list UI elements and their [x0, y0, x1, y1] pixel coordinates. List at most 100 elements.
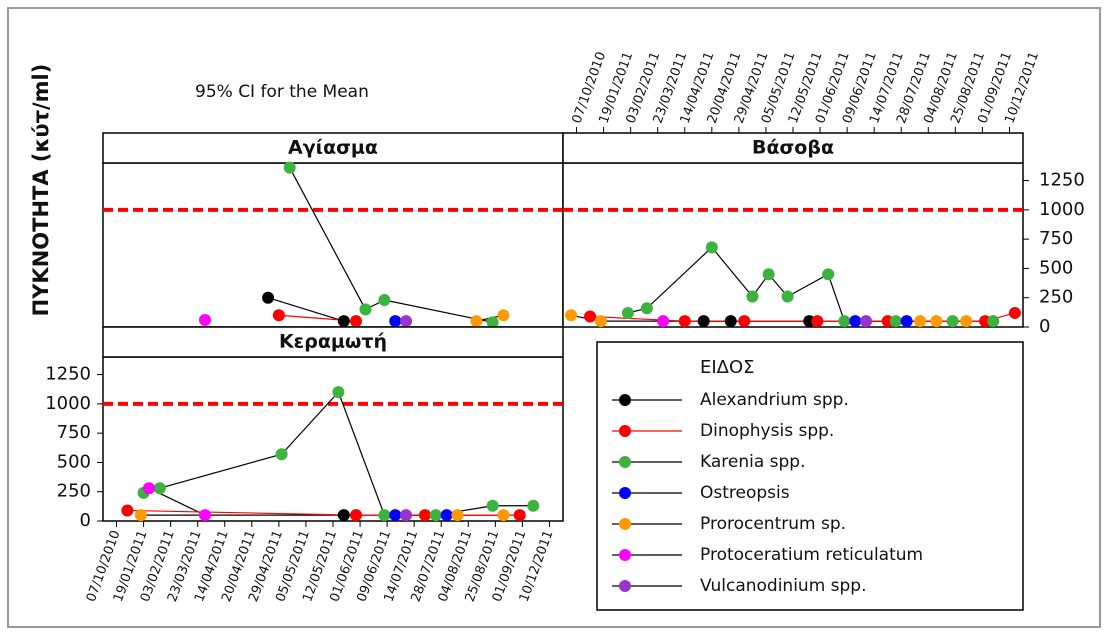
data-point: [199, 509, 212, 522]
y-tick-label: 500: [57, 451, 91, 472]
data-point: [400, 315, 413, 328]
data-point: [332, 386, 345, 399]
legend-label: Ostreopsis: [700, 483, 790, 503]
data-point: [705, 241, 718, 254]
data-point: [400, 509, 413, 522]
y-tick-label: 750: [57, 422, 91, 443]
data-point: [153, 482, 166, 495]
data-point: [470, 315, 483, 328]
legend-marker: [619, 456, 631, 468]
data-point: [849, 315, 862, 328]
data-point: [738, 315, 751, 328]
series-line: [143, 391, 534, 516]
data-point: [143, 482, 155, 495]
data-point: [378, 509, 391, 522]
y-axis-label: ΠΥΚΝΟΤΗΤΑ (κύτ/ml): [29, 64, 53, 317]
data-point: [359, 303, 372, 316]
data-point: [429, 509, 442, 522]
y-tick-label: 500: [1039, 257, 1073, 278]
panel: [102, 356, 564, 522]
legend-marker: [619, 518, 631, 530]
data-point: [350, 509, 362, 522]
legend-label: Alexandrium spp.: [700, 390, 849, 410]
data-point: [946, 315, 959, 328]
legend-marker: [619, 425, 631, 437]
data-point: [724, 315, 737, 328]
panel: [102, 162, 564, 328]
y-tick-label: 250: [1039, 287, 1073, 308]
data-point: [987, 315, 1000, 328]
panel-title: Κεραμωτή: [279, 331, 387, 353]
y-tick-label: 250: [57, 481, 91, 502]
data-point: [497, 309, 510, 322]
data-point: [497, 509, 510, 522]
data-point: [811, 315, 824, 328]
panel-strip: [102, 132, 564, 164]
data-point: [275, 448, 288, 461]
annotation: 95% CI for the Mean: [195, 82, 369, 102]
data-point: [960, 315, 973, 328]
data-point: [746, 290, 759, 303]
panel-strip: [562, 132, 1024, 164]
panel: [562, 162, 1024, 328]
data-point: [900, 315, 913, 328]
data-point: [451, 509, 464, 522]
y-tick-label: 1250: [45, 364, 91, 385]
panel-strip: [102, 326, 564, 358]
data-point: [337, 509, 350, 522]
data-point: [272, 309, 285, 322]
legend-label: Vulcanodinium spp.: [700, 576, 867, 596]
data-point: [930, 315, 943, 328]
data-point: [838, 315, 851, 328]
data-point: [762, 268, 775, 281]
data-point: [378, 294, 391, 307]
panel-title: Βάσοβα: [752, 137, 834, 159]
data-point: [262, 291, 275, 304]
data-point: [594, 315, 607, 328]
y-tick-label: 0: [80, 510, 91, 531]
data-point: [440, 509, 453, 522]
panel-title: Αγίασμα: [288, 137, 378, 159]
data-point: [889, 315, 902, 328]
y-tick-label: 1250: [1039, 170, 1085, 191]
data-point: [513, 509, 526, 522]
data-point: [584, 310, 597, 323]
data-point: [283, 161, 296, 174]
data-point: [640, 302, 653, 315]
data-point: [337, 315, 350, 328]
legend-marker: [619, 394, 631, 406]
data-point: [565, 309, 578, 322]
data-point: [678, 315, 691, 328]
legend-label: Protoceratium reticulatum: [700, 545, 923, 565]
data-point: [1008, 306, 1021, 319]
data-point: [389, 509, 402, 522]
y-tick-label: 1000: [45, 393, 91, 414]
data-point: [781, 290, 794, 303]
series-line: [289, 167, 493, 323]
data-point: [860, 315, 873, 328]
legend-marker: [619, 549, 631, 561]
data-point: [527, 499, 540, 512]
y-tick-label: 0: [1039, 316, 1050, 337]
data-point: [486, 316, 499, 329]
legend-label: Karenia spp.: [700, 452, 806, 472]
data-point: [134, 509, 147, 522]
legend-title: ΕΙΔΟΣ: [700, 357, 755, 378]
data-point: [350, 315, 362, 328]
legend-label: Dinophysis spp.: [700, 421, 834, 441]
data-point: [657, 315, 670, 328]
legend-marker: [619, 580, 631, 592]
data-point: [389, 315, 402, 328]
legend-marker: [619, 487, 631, 499]
data-point: [199, 313, 212, 326]
data-point: [914, 315, 927, 328]
data-point: [822, 268, 835, 281]
data-point: [486, 499, 499, 512]
legend: [596, 341, 1024, 611]
data-point: [697, 315, 710, 328]
data-point: [121, 504, 134, 517]
y-tick-label: 1000: [1039, 199, 1085, 220]
y-tick-label: 750: [1039, 228, 1073, 249]
data-point: [621, 306, 634, 319]
